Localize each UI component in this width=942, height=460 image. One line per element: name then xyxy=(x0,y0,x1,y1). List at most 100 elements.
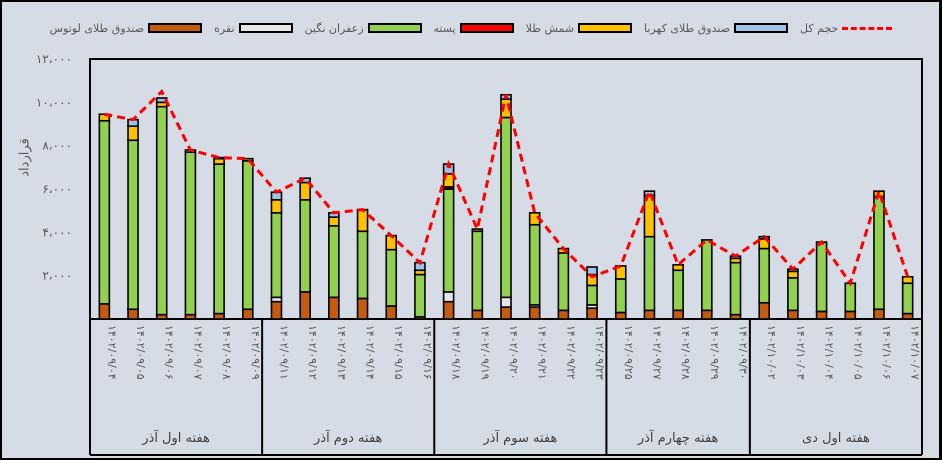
bar-stack xyxy=(787,268,799,320)
x-tick-label: ۱۴۰۲/۰۹/۲۱ xyxy=(536,325,549,380)
x-tick-label: ۱۴۰۲/۰۹/۰۹ xyxy=(249,325,262,380)
legend-item-kahroba: صندوق طلای کهربا xyxy=(644,22,789,35)
y-tick-label: ۶،۰۰۰ xyxy=(42,182,72,196)
bar-stack xyxy=(701,239,713,320)
bar-stack xyxy=(328,212,340,320)
legend-item-pistachio: پسته xyxy=(434,22,514,35)
bar-segment xyxy=(873,195,885,311)
bar-stack xyxy=(442,163,455,320)
bar-stack xyxy=(385,234,398,320)
bar-segment xyxy=(815,310,828,320)
x-tick-label: ۱۴۰۲/۰۹/۱۱ xyxy=(277,325,290,380)
swatch-icon xyxy=(734,23,789,33)
bar-segment xyxy=(701,309,713,320)
x-tick-label: ۱۴۰۲/۰۹/۰۴ xyxy=(105,325,118,380)
bar-segment xyxy=(385,234,398,251)
bar-segment xyxy=(299,199,311,293)
bar-segment xyxy=(213,157,225,165)
bar-stack xyxy=(98,113,111,320)
x-tick-label: ۱۴۰۲/۱۰/۰۵ xyxy=(851,325,864,380)
total-volume-line xyxy=(104,88,910,287)
bar-segment xyxy=(672,269,684,312)
bar-stack xyxy=(500,93,512,320)
bar-segment xyxy=(270,212,283,299)
bar-segment xyxy=(758,301,771,320)
bar-stack xyxy=(758,235,771,320)
bar-segment xyxy=(557,252,570,312)
swatch-icon xyxy=(238,23,293,33)
bar-segment xyxy=(385,305,398,320)
x-tick-label: ۱۴۰۲/۰۹/۱۶ xyxy=(421,325,434,380)
bar-segment xyxy=(127,125,139,142)
legend-label: صندوق طلای لوتوس xyxy=(49,21,145,35)
bar-stack xyxy=(672,264,684,320)
bar-segment xyxy=(213,163,225,315)
bar-stack xyxy=(241,157,254,320)
bar-segment xyxy=(270,199,283,214)
x-tick-label: ۱۴۰۲/۱۰/۰۷ xyxy=(909,325,922,380)
bar-segment xyxy=(127,139,139,311)
bar-stack xyxy=(127,118,139,320)
bar-segment xyxy=(586,266,598,276)
x-tick-label: ۱۴۰۲/۱۰/۰۶ xyxy=(880,325,893,380)
bar-stack xyxy=(528,212,541,320)
bar-stack xyxy=(901,275,914,320)
bar-segment xyxy=(901,275,914,285)
bar-segment xyxy=(270,300,283,320)
bar-segment xyxy=(901,312,914,320)
x-tick-label: ۱۴۰۲/۰۹/۲۳ xyxy=(593,325,606,380)
group-label: هفته اول دی xyxy=(802,431,870,446)
bar-segment xyxy=(471,230,484,312)
x-tick-label: ۱۴۰۲/۱۰/۰۲ xyxy=(765,325,778,380)
x-tick-label: ۱۴۰۲/۰۹/۳۰ xyxy=(737,325,750,380)
x-tick-label: ۱۴۰۲/۰۹/۰۸ xyxy=(220,325,233,380)
swatch-icon xyxy=(367,23,422,33)
bar-segment xyxy=(643,235,656,312)
dashed-line-icon xyxy=(842,26,893,30)
bar-segment xyxy=(701,239,713,312)
x-tick-label: ۱۴۰۲/۰۹/۰۵ xyxy=(134,325,147,380)
bar-segment xyxy=(787,309,799,320)
bar-segment xyxy=(213,312,225,320)
bar-segment xyxy=(328,216,340,227)
bar-stack xyxy=(557,247,570,320)
bar-segment xyxy=(873,308,885,320)
bar-segment xyxy=(500,116,512,299)
bar-segment xyxy=(98,303,111,320)
bar-segment xyxy=(500,296,512,308)
group-label: هفته اول آذر xyxy=(141,429,210,446)
bar-segment xyxy=(614,265,627,280)
bar-segment xyxy=(614,278,627,314)
bar-segment xyxy=(901,282,914,315)
bar-segment xyxy=(241,308,254,320)
bar-segment xyxy=(328,296,340,320)
y-tick-label: ۱۰،۰۰۰ xyxy=(36,95,72,109)
bar-stack xyxy=(155,97,168,320)
bar-stack xyxy=(815,241,828,320)
bar-segment xyxy=(586,307,598,320)
x-tick-label: ۱۴۰۲/۰۹/۱۵ xyxy=(392,325,405,380)
bar-segment xyxy=(844,310,857,320)
y-tick-label: ۸،۰۰۰ xyxy=(42,139,72,153)
bar-segment xyxy=(643,194,656,238)
x-tick-label: ۱۴۰۲/۰۹/۱۸ xyxy=(450,325,463,380)
group-label: هفته دوم آذر xyxy=(313,429,383,446)
legend-label: نقره xyxy=(214,21,235,35)
bar-segment xyxy=(356,297,369,320)
bar-segment xyxy=(758,247,771,304)
x-tick-label: ۱۴۰۲/۰۹/۱۹ xyxy=(478,325,491,380)
group-label: هفته چهارم آذر xyxy=(637,429,719,446)
bar-segment xyxy=(787,270,799,279)
swatch-icon xyxy=(578,23,633,33)
bar-segment xyxy=(356,208,369,233)
legend-label: حجم کل xyxy=(800,21,839,35)
x-tick-label: ۱۴۰۲/۰۹/۰۷ xyxy=(191,325,204,380)
bar-segment xyxy=(442,291,455,303)
legend-item-lotus: صندوق طلای لوتوس xyxy=(49,21,203,35)
swatch-icon xyxy=(459,23,514,33)
bar-stack xyxy=(844,282,857,320)
bar-segment xyxy=(844,282,857,313)
chart-legend: حجم کل صندوق طلای کهربا شمش طلا پسته زعف… xyxy=(0,18,942,38)
x-tick-label: ۱۴۰۲/۱۰/۰۳ xyxy=(794,325,807,380)
